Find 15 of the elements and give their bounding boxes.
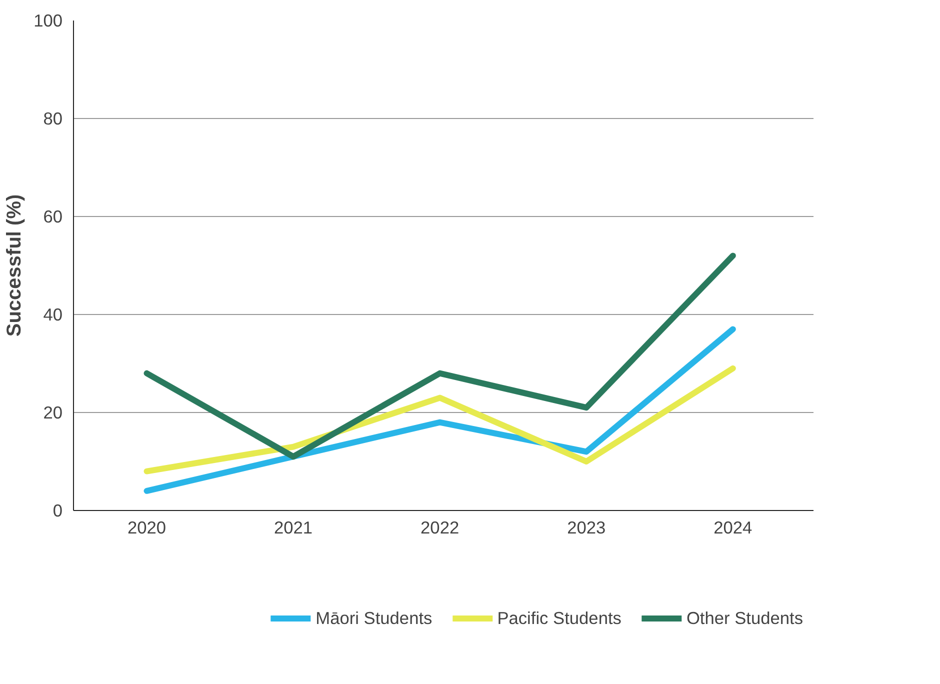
legend-label: Pacific Students (497, 608, 622, 628)
y-tick-label: 20 (43, 402, 63, 422)
y-axis-title: Successful (%) (4, 194, 26, 337)
y-tick-label: 40 (43, 304, 63, 324)
x-tick-label: 2024 (714, 518, 753, 538)
legend-label: Māori Students (316, 608, 432, 628)
x-tick-label: 2022 (420, 518, 460, 538)
y-tick-label: 100 (34, 10, 63, 30)
y-tick-label: 60 (43, 206, 63, 226)
y-tick-label: 80 (43, 108, 63, 128)
x-tick-label: 2023 (567, 518, 606, 538)
y-tick-label: 0 (52, 500, 63, 520)
legend-label: Other Students (686, 608, 803, 628)
x-tick-label: 2020 (127, 518, 166, 538)
x-tick-label: 2021 (274, 518, 313, 538)
